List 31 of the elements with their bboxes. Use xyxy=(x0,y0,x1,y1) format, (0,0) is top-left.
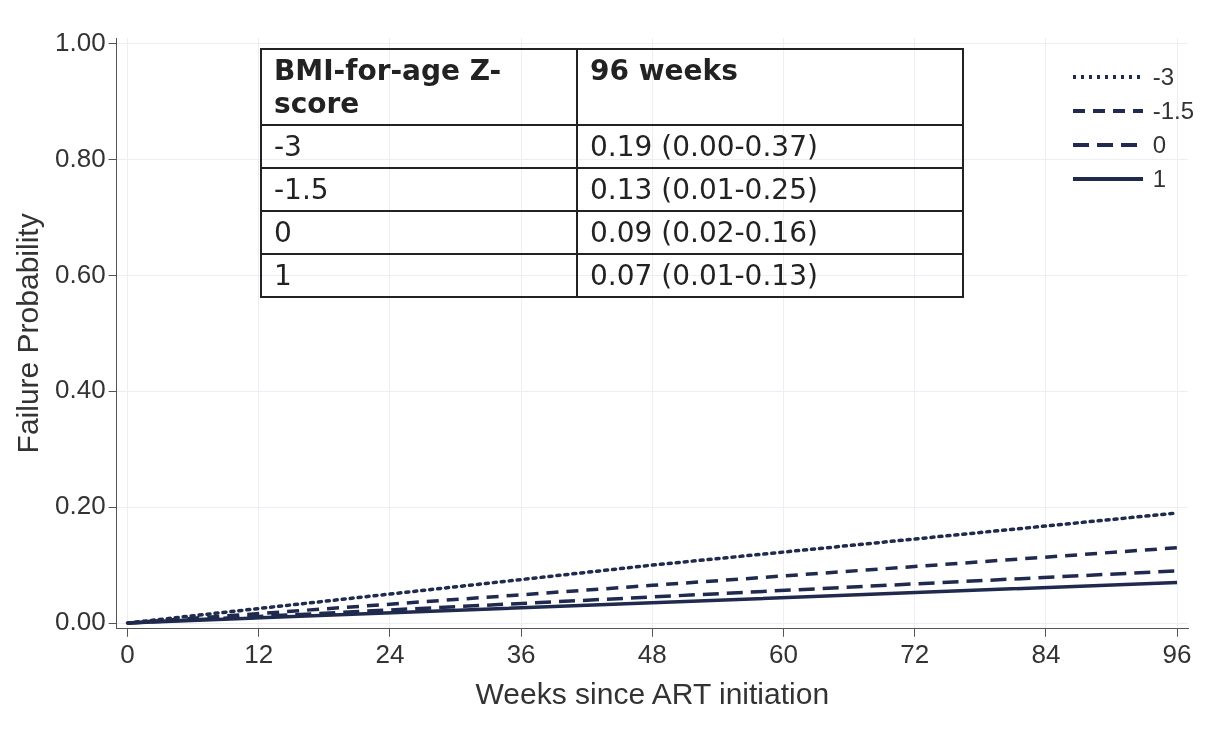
x-tick-label: 72 xyxy=(900,638,930,669)
x-tick-label: 60 xyxy=(769,638,798,669)
annotation: 0 xyxy=(261,211,577,254)
legend-label: 1 xyxy=(1152,165,1166,193)
y-tick-label: 0.20 xyxy=(54,490,106,521)
y-tick-label: 0.40 xyxy=(54,374,106,405)
annotation: 0.07 (0.01-0.13) xyxy=(577,254,963,297)
y-axis-title: Failure Probability xyxy=(11,213,45,454)
x-tick-label: 96 xyxy=(1162,638,1192,669)
y-tick-label: 0.60 xyxy=(54,258,106,289)
x-tick-label: 12 xyxy=(244,638,274,669)
x-tick-label: 36 xyxy=(506,638,536,669)
annotation: 96 weeks xyxy=(577,49,963,125)
x-tick-label: 0 xyxy=(120,638,135,669)
y-tick-label: 0.00 xyxy=(54,606,106,637)
annotation: -1.5 xyxy=(261,168,577,211)
annotation: 0.19 (0.00-0.37) xyxy=(577,125,963,168)
legend-label: -3 xyxy=(1152,63,1174,91)
legend-label: 0 xyxy=(1152,131,1166,159)
annotation: -3 xyxy=(261,125,577,168)
x-tick-label: 24 xyxy=(375,638,405,669)
annotation: 0.13 (0.01-0.25) xyxy=(577,168,963,211)
x-tick-label: 84 xyxy=(1031,638,1061,669)
x-tick-label: 48 xyxy=(637,638,667,669)
annotation: BMI-for-age Z-score xyxy=(261,49,577,125)
annotation: 0.09 (0.02-0.16) xyxy=(577,211,963,254)
annotation: 1 xyxy=(261,254,577,297)
y-tick-label: 0.80 xyxy=(54,142,106,173)
y-tick-label: 1.00 xyxy=(54,26,106,57)
legend-label: -1.5 xyxy=(1152,97,1194,125)
x-axis-title: Weeks since ART initiation xyxy=(475,677,830,711)
